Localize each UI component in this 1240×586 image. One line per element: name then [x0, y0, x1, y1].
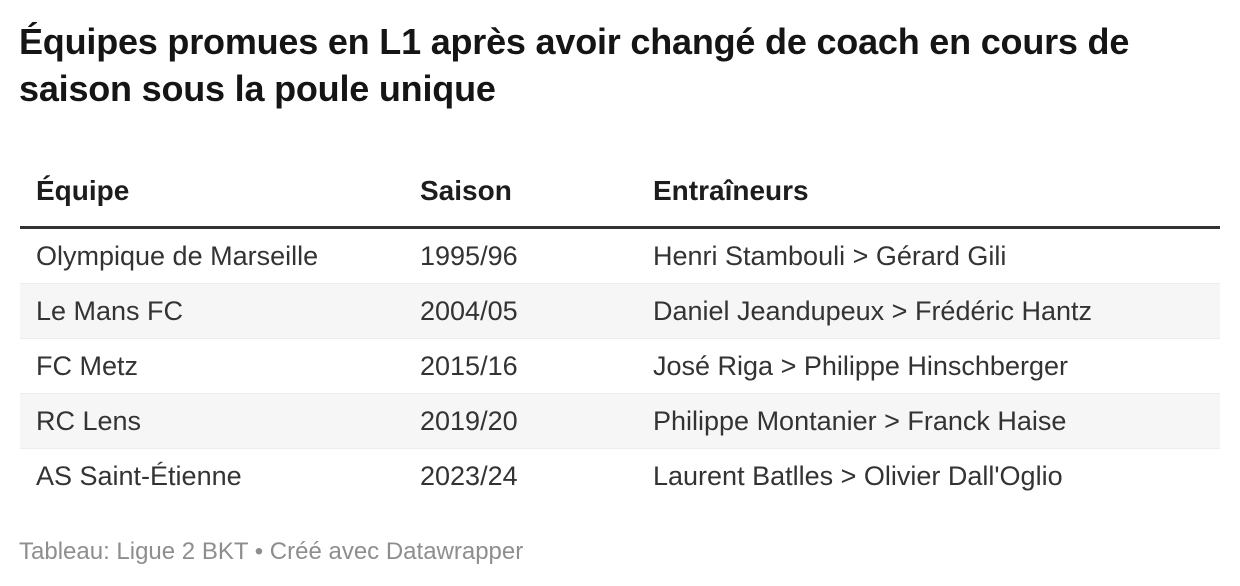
table-body: Olympique de Marseille 1995/96 Henri Sta… [20, 228, 1220, 503]
table-container: Équipe Saison Entraîneurs Olympique de M… [20, 112, 1220, 503]
table-row: Olympique de Marseille 1995/96 Henri Sta… [20, 228, 1220, 284]
header-row: Équipe Saison Entraîneurs [20, 112, 1220, 229]
cell-entraineurs: Philippe Montanier > Franck Haise [637, 393, 1220, 449]
cell-equipe: Le Mans FC [20, 283, 404, 339]
table-row: Le Mans FC 2004/05 Daniel Jeandupeux > F… [20, 283, 1220, 339]
table-row: RC Lens 2019/20 Philippe Montanier > Fra… [20, 393, 1220, 449]
cell-equipe: RC Lens [20, 393, 404, 449]
cell-saison: 2015/16 [404, 338, 637, 394]
cell-entraineurs: Daniel Jeandupeux > Frédéric Hantz [637, 283, 1220, 339]
cell-saison: 2023/24 [404, 448, 637, 503]
cell-saison: 1995/96 [420, 241, 518, 271]
cell-entraineurs: José Riga > Philippe Hinschberger [637, 338, 1220, 394]
cell-entraineurs: Laurent Batlles > Olivier Dall'Oglio [637, 448, 1220, 503]
cell-equipe: FC Metz [20, 338, 404, 394]
cell-equipe: Olympique de Marseille [36, 241, 319, 271]
cell-entraineurs: Henri Stambouli > Gérard Gili [653, 241, 1007, 271]
attribution-footer: Tableau: Ligue 2 BKT • Créé avec Datawra… [19, 538, 524, 565]
cell-saison: 2019/20 [404, 393, 637, 449]
cell-equipe: AS Saint-Étienne [20, 448, 404, 503]
column-header-equipe: Équipe [20, 112, 404, 229]
table-header: Équipe Saison Entraîneurs [20, 112, 1220, 229]
page-title: Équipes promues en L1 après avoir changé… [19, 21, 1130, 109]
promoted-teams-table: Équipe Saison Entraîneurs Olympique de M… [20, 112, 1220, 503]
table-row: FC Metz 2015/16 José Riga > Philippe Hin… [20, 338, 1220, 394]
cell-saison: 2004/05 [404, 283, 637, 339]
table-row: AS Saint-Étienne 2023/24 Laurent Batlles… [20, 448, 1220, 503]
column-header-saison: Saison [404, 112, 637, 229]
column-header-entraineurs: Entraîneurs [637, 112, 1220, 229]
